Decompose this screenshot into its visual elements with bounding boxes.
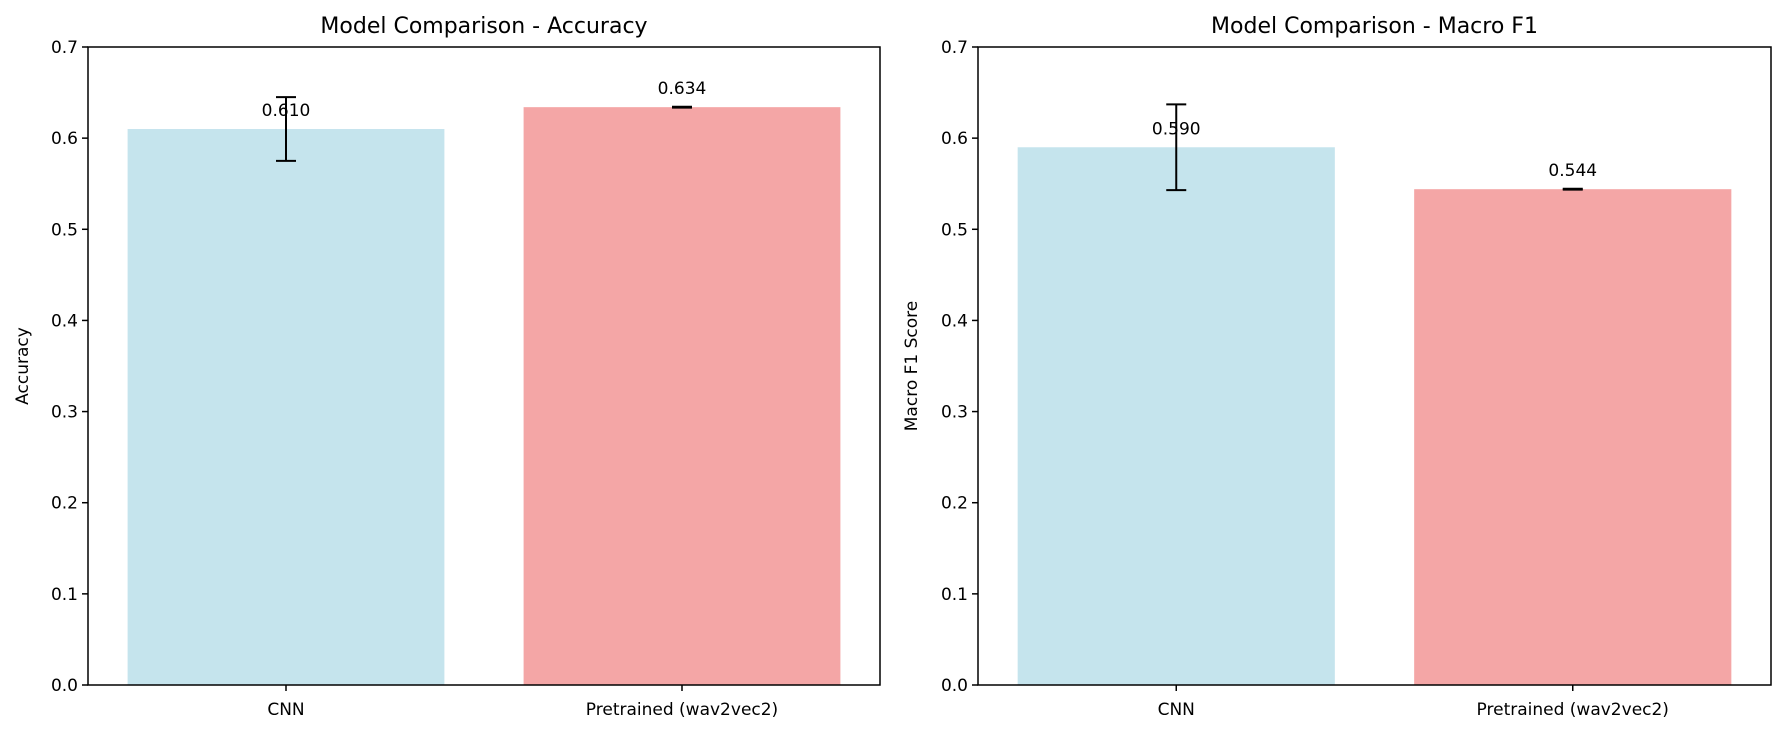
y-tick-label: 0.2 (941, 494, 968, 514)
y-tick-label: 0.7 (941, 38, 968, 58)
macro-f1-chart: 0.590 0.544 0.0 0.1 0.2 0.3 0.4 0.5 0.6 0.7 CNN Pre… (902, 14, 1772, 720)
y-tick-label: 0.1 (941, 585, 968, 605)
plot-frame (977, 46, 1772, 686)
y-tick-label: 0.2 (51, 494, 78, 514)
chart-title: Model Comparison - Accuracy (320, 14, 647, 39)
y-tick-label: 0.5 (51, 220, 78, 240)
error-bar-pretrained-wav2vec2 (672, 105, 692, 109)
value-label-cnn: 0.610 (262, 101, 311, 121)
y-tick-label: 0.4 (51, 311, 78, 331)
error-bar-cnn (1166, 103, 1187, 192)
value-label-cnn: 0.590 (1152, 119, 1201, 139)
y-tick-label: 0.1 (51, 585, 78, 605)
error-bar-cnn (276, 96, 296, 162)
x-tick-label-pretrained-wav2vec2: Pretrained (wav2vec2) (1477, 700, 1669, 720)
y-tick-label: 0.5 (941, 220, 968, 240)
bar-pretrained-wav2vec2 (523, 107, 841, 685)
x-tick-label-pretrained-wav2vec2: Pretrained (wav2vec2) (586, 700, 778, 720)
value-label-pretrained-wav2vec2: 0.544 (1548, 161, 1597, 181)
y-tick-label: 0.3 (941, 403, 968, 423)
error-bar-pretrained-wav2vec2 (1562, 187, 1583, 191)
bar-cnn (1017, 147, 1335, 685)
x-tick-label-cnn: CNN (267, 700, 304, 720)
y-tick-label: 0.4 (941, 311, 968, 331)
y-tick-label: 0.0 (941, 676, 968, 696)
y-axis-label: Macro F1 Score (902, 301, 922, 431)
y-tick-label: 0.6 (51, 129, 78, 149)
bar-pretrained-wav2vec2 (1414, 189, 1732, 685)
bar-cnn (127, 129, 445, 685)
y-tick-label: 0.3 (51, 403, 78, 423)
value-label-pretrained-wav2vec2: 0.634 (658, 79, 707, 99)
y-tick-label: 0.0 (51, 676, 78, 696)
chart-title: Model Comparison - Macro F1 (1211, 14, 1538, 39)
plot-frame (87, 46, 881, 686)
x-tick-label-cnn: CNN (1158, 700, 1195, 720)
y-axis-label: Accuracy (13, 327, 33, 405)
accuracy-chart: 0.610 0.634 0.0 0.1 0.2 0.3 0.4 0.5 0.6 0.7 CNN Pre… (13, 14, 881, 720)
y-tick-label: 0.6 (941, 129, 968, 149)
y-tick-label: 0.7 (51, 38, 78, 58)
